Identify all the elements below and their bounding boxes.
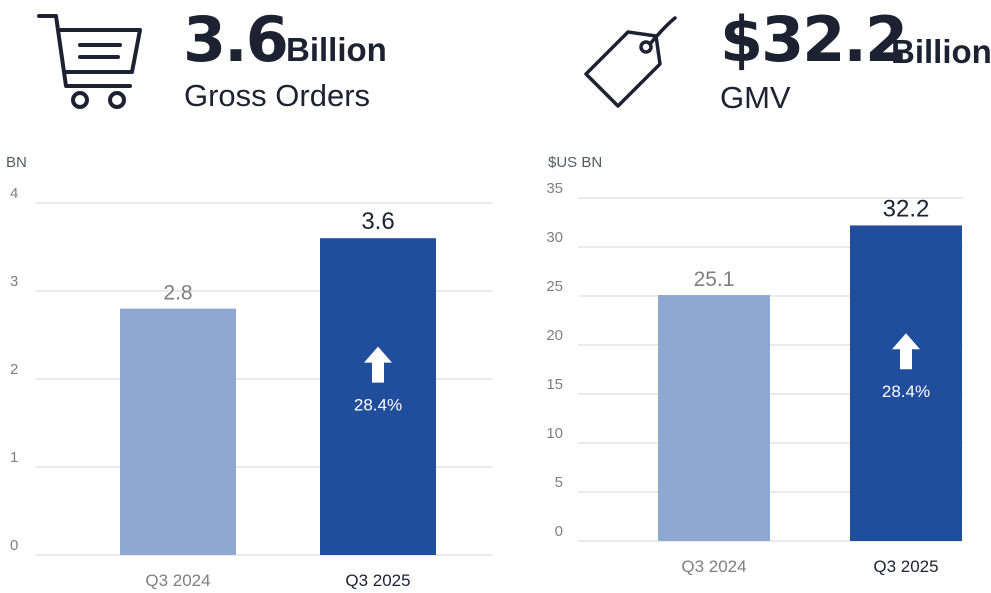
bar-q3-2024 <box>120 308 236 555</box>
gross-orders-unit: Billion <box>286 31 387 68</box>
x-category-label: Q3 2025 <box>345 571 410 590</box>
bar-value-label: 3.6 <box>361 208 394 235</box>
x-category-label: Q3 2025 <box>873 557 938 576</box>
gmv-label: GMV <box>720 80 791 115</box>
growth-percent-label: 28.4% <box>882 382 930 401</box>
y-tick-label: 0 <box>555 523 563 540</box>
gmv-value: $32.2 <box>720 3 908 76</box>
growth-arrow-up-icon <box>892 333 920 370</box>
y-tick-label: 5 <box>555 474 563 491</box>
bar-value-label: 2.8 <box>163 282 192 305</box>
growth-percent-label: 28.4% <box>354 396 402 415</box>
bar-value-label: 25.1 <box>694 268 735 291</box>
y-axis-unit-label: $US BN <box>548 154 602 171</box>
y-tick-label: 2 <box>10 361 18 378</box>
x-category-label: Q3 2024 <box>145 571 210 590</box>
bar-q3-2025 <box>320 238 436 555</box>
y-tick-label: 35 <box>546 180 563 197</box>
y-tick-label: 10 <box>546 425 563 442</box>
growth-arrow-up-icon <box>364 346 392 383</box>
bar-value-label: 32.2 <box>883 195 930 222</box>
shopping-cart-icon <box>36 10 146 112</box>
x-category-label: Q3 2024 <box>681 557 746 576</box>
y-tick-label: 20 <box>546 327 563 344</box>
y-axis-unit-label: BN <box>6 154 27 171</box>
price-tag-icon <box>578 14 683 114</box>
y-tick-label: 4 <box>10 185 18 202</box>
bar-q3-2025 <box>850 225 962 541</box>
y-tick-label: 15 <box>546 376 563 393</box>
y-tick-label: 30 <box>546 229 563 246</box>
gmv-chart: $US BN 0 5 10 15 20 25 30 35 25.1 Q3 2024 32.2 Q3 20… <box>546 154 963 576</box>
y-tick-label: 3 <box>10 273 18 290</box>
y-tick-label: 0 <box>10 537 18 554</box>
gmv-unit: Billion <box>891 33 991 70</box>
gross-orders-value: 3.6 <box>183 3 289 76</box>
gross-orders-chart: BN 0 1 2 3 4 2.8 Q3 2024 3.6 Q3 2025 28.4% <box>6 154 492 590</box>
y-tick-label: 1 <box>10 449 18 466</box>
bar-q3-2024 <box>658 295 770 541</box>
gross-orders-label: Gross Orders <box>184 78 371 113</box>
y-tick-label: 25 <box>546 278 563 295</box>
